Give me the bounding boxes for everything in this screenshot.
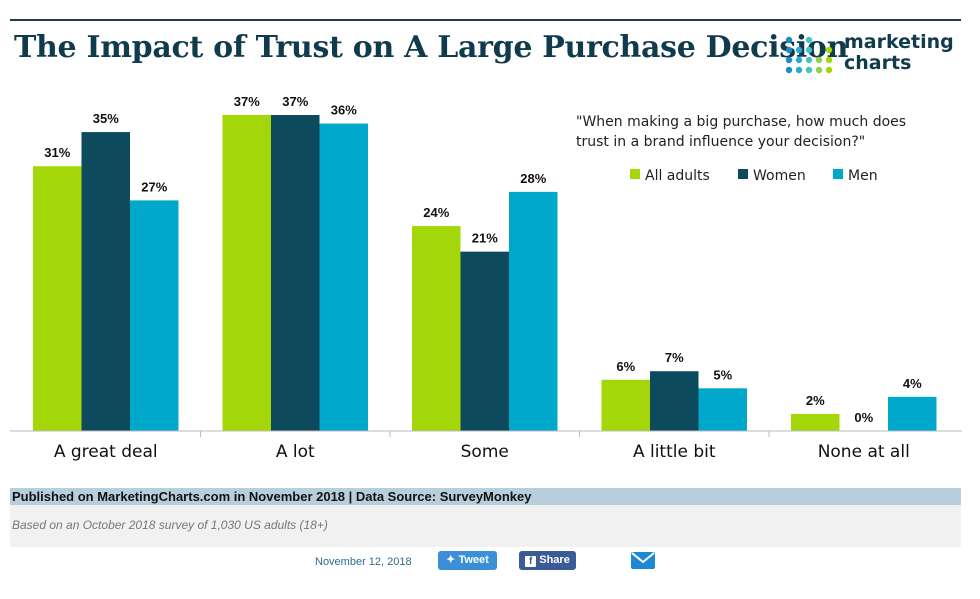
bar-all-adults: [222, 115, 271, 431]
legend-label: Men: [848, 168, 878, 184]
logo-dot: [825, 56, 833, 64]
tweet-button[interactable]: ✦ Tweet: [438, 551, 497, 570]
legend-swatch: [630, 169, 640, 179]
bar-all-adults: [791, 413, 840, 431]
tweet-label: Tweet: [458, 554, 489, 566]
data-label: 0%: [854, 410, 873, 425]
bar-all-adults: [33, 166, 82, 432]
data-label: 35%: [93, 111, 119, 126]
bar-women: [650, 371, 699, 431]
footer-published: Published on MarketingCharts.com in Nove…: [12, 489, 532, 504]
data-label: 37%: [282, 94, 308, 109]
data-label: 21%: [472, 231, 498, 246]
logo-dot: [795, 56, 803, 64]
logo-dot: [785, 36, 793, 44]
logo-dot: [785, 56, 793, 64]
marketing-charts-logo[interactable]: marketing charts: [784, 30, 964, 76]
legend-swatch: [738, 169, 748, 179]
share-label: Share: [539, 554, 570, 566]
logo-dot: [785, 66, 793, 74]
share-button[interactable]: f Share: [519, 551, 576, 570]
data-label: 2%: [806, 393, 825, 408]
bar-chart: 31%35%27%37% 37%36%24%21%28%6%7%5%2%0%4% …: [10, 94, 962, 462]
bar-men: [130, 200, 179, 431]
x-tick-label: None at all: [818, 442, 910, 462]
data-label: 28%: [520, 171, 546, 186]
publish-date: November 12, 2018: [315, 556, 412, 568]
x-tick-label: A little bit: [633, 442, 716, 462]
footer-note: Based on an October 2018 survey of 1,030…: [12, 518, 328, 532]
bar-men: [698, 388, 747, 431]
page-title: The Impact of Trust on A Large Purchase …: [14, 30, 849, 65]
logo-dot: [795, 66, 803, 74]
chart-question-line-1: "When making a big purchase, how much do…: [576, 114, 906, 130]
logo-dot: [805, 36, 813, 44]
data-label: 27%: [141, 179, 167, 194]
data-label: 6%: [616, 359, 635, 374]
data-label: 4%: [903, 376, 922, 391]
x-tick-label: A lot: [276, 442, 315, 462]
bar-men: [319, 123, 368, 432]
footer-source-band: [10, 488, 961, 505]
legend: All adults Women Men: [630, 168, 878, 184]
logo-dot: [815, 56, 823, 64]
data-label: 37%: [234, 94, 260, 109]
logo-line-1: marketing: [844, 31, 954, 53]
logo-dot: [815, 66, 823, 74]
logo-dot: [825, 66, 833, 74]
bar-men: [888, 396, 937, 431]
envelope-icon[interactable]: [630, 551, 656, 570]
bar-women: [81, 132, 130, 431]
logo-dot: [805, 66, 813, 74]
legend-label: All adults: [645, 168, 710, 184]
chart-question-line-2: trust in a brand influence your decision…: [576, 134, 865, 150]
footer-note-band: [10, 505, 961, 547]
bar-all-adults: [412, 226, 461, 431]
data-label: 7%: [665, 350, 684, 365]
top-rule: [10, 19, 961, 21]
logo-text: marketing charts: [844, 32, 954, 74]
logo-dot: [805, 56, 813, 64]
logo-dot: [805, 46, 813, 54]
logo-dot: [825, 46, 833, 54]
data-label: 36%: [331, 103, 357, 118]
bar-men: [509, 191, 558, 431]
logo-dot: [785, 46, 793, 54]
legend-label: Women: [753, 168, 806, 184]
logo-dot: [795, 46, 803, 54]
bar-all-adults: [601, 379, 650, 431]
data-label: 31%: [44, 145, 70, 160]
data-label: 24%: [423, 205, 449, 220]
bar-women: [460, 251, 509, 431]
bird-icon: ✦: [446, 554, 459, 566]
facebook-icon: f: [525, 556, 537, 567]
x-tick-label: Some: [461, 442, 509, 462]
data-label: 5%: [713, 367, 732, 382]
legend-swatch: [833, 169, 843, 179]
logo-dots-icon: [785, 36, 833, 74]
x-tick-label: A great deal: [54, 442, 158, 462]
logo-line-2: charts: [844, 52, 912, 74]
bar-women: [271, 115, 320, 431]
